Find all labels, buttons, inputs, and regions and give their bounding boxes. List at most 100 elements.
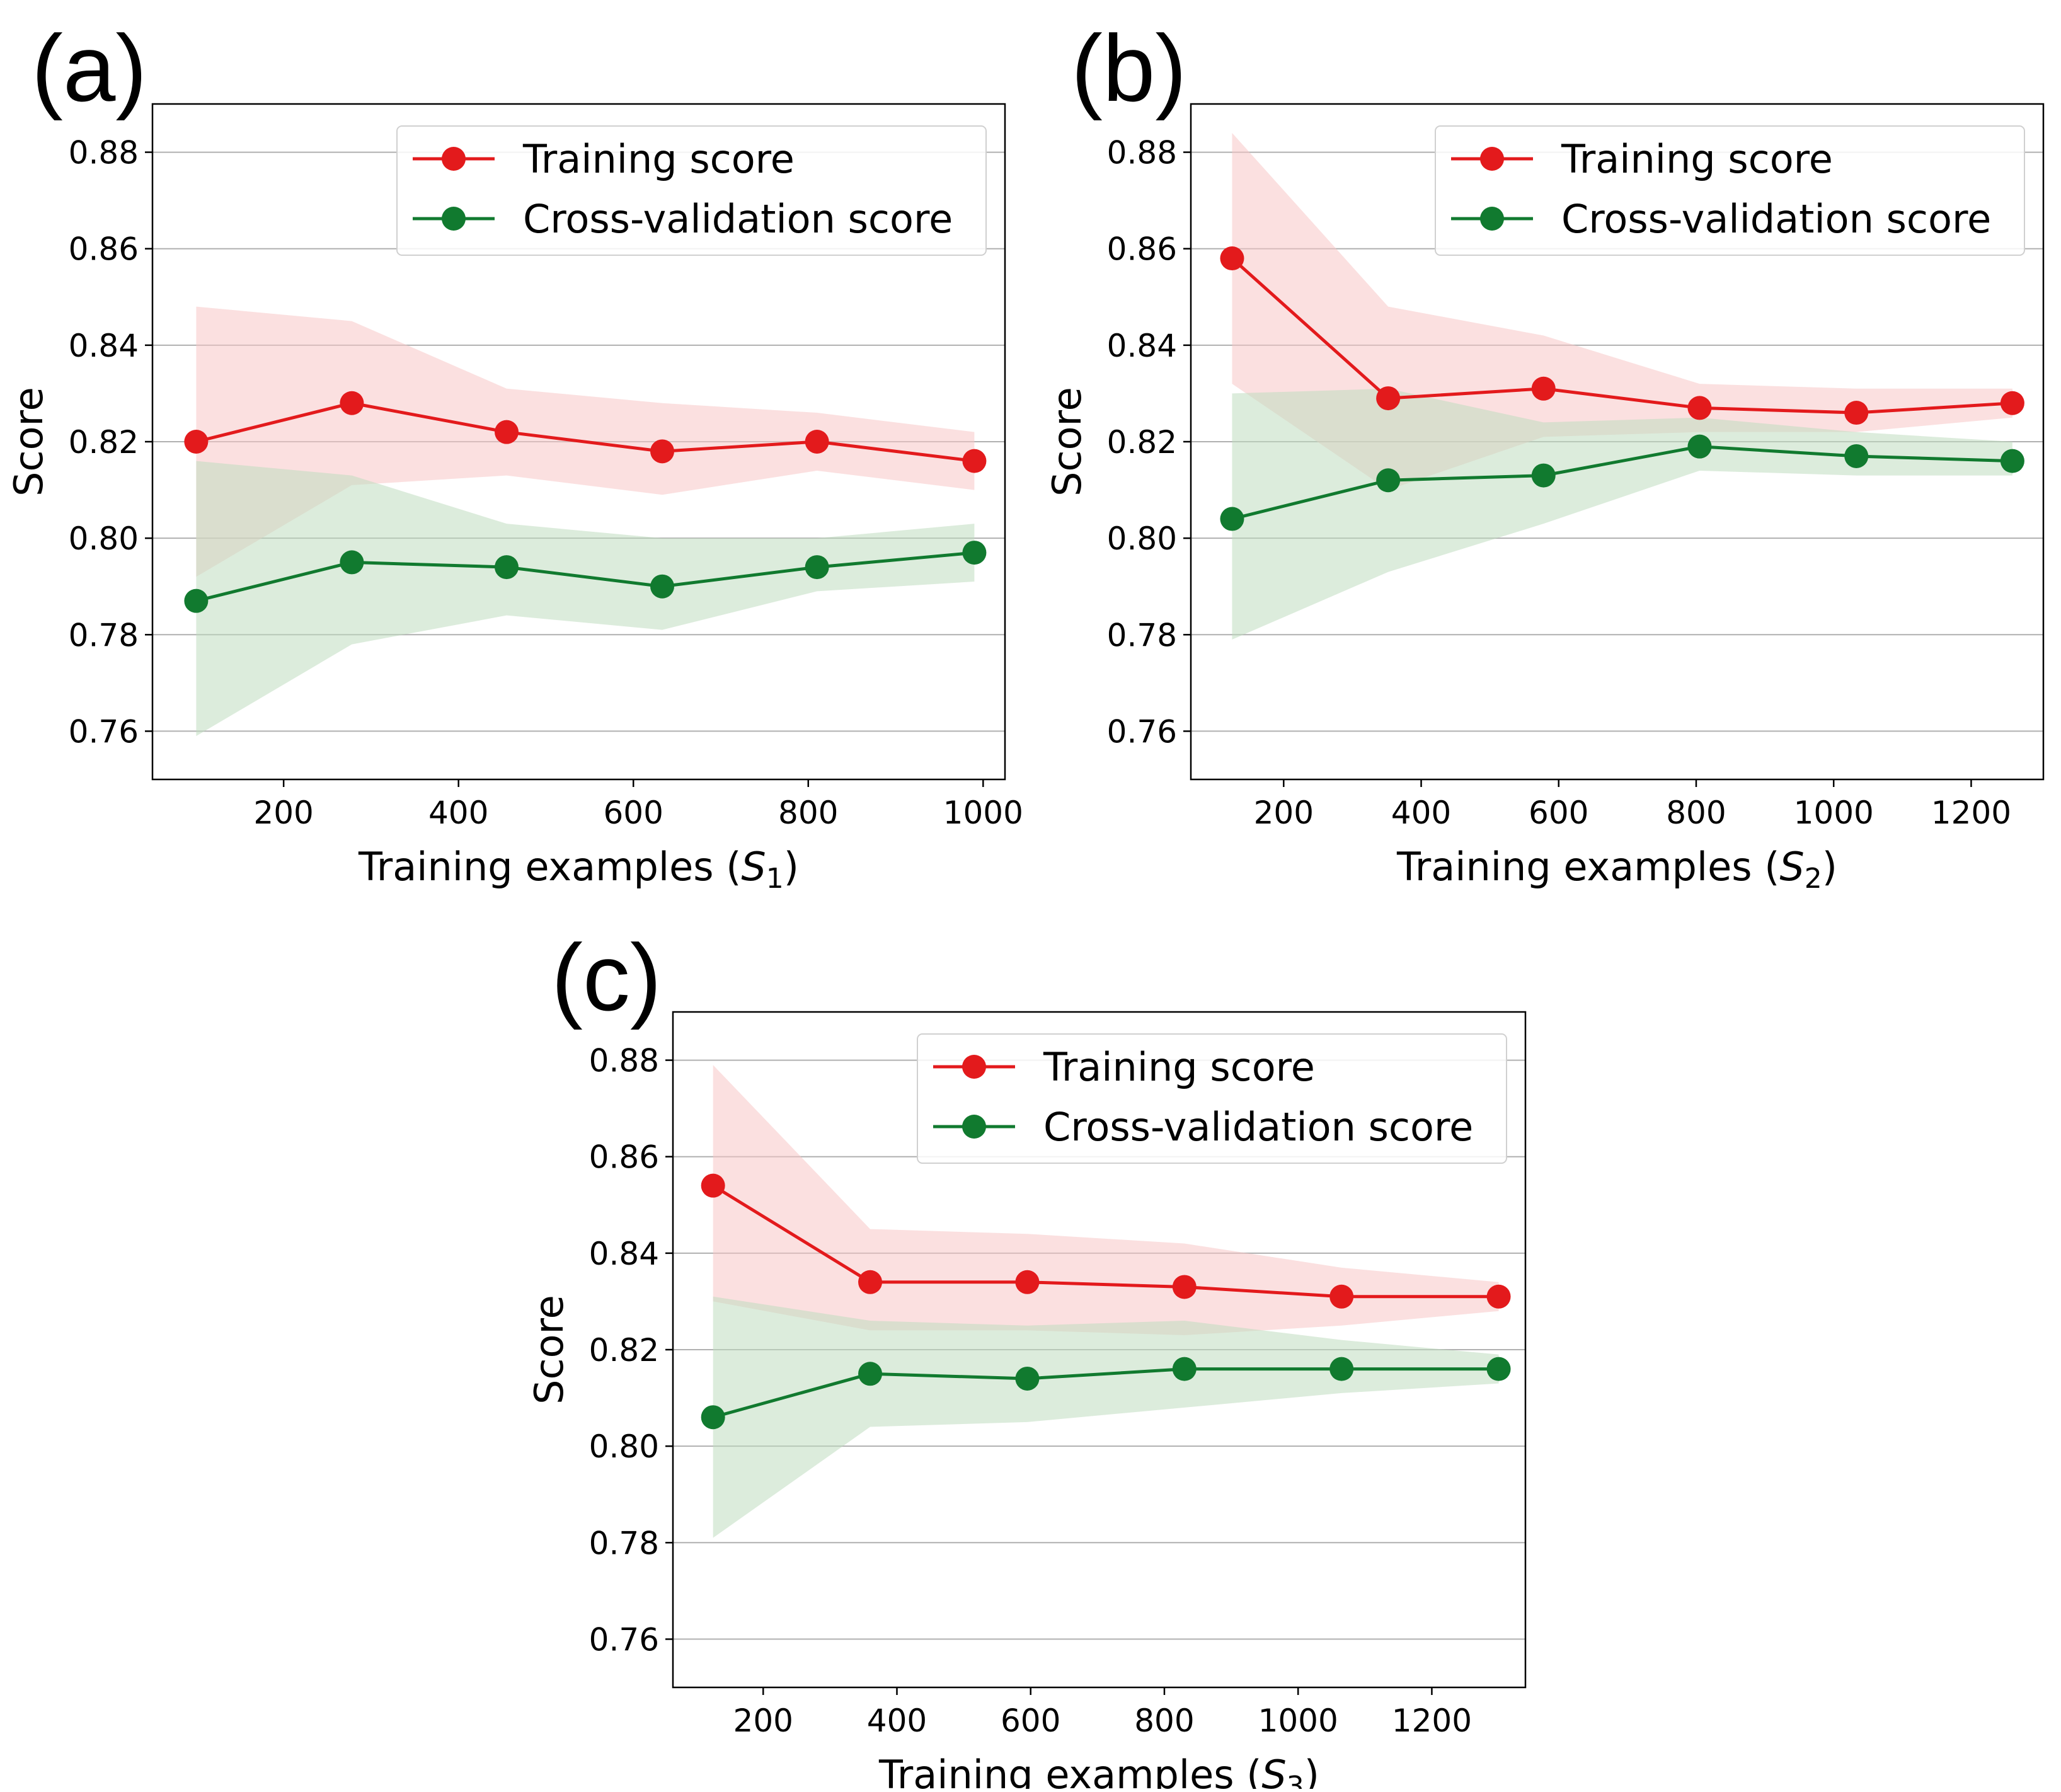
training-score-point bbox=[1220, 246, 1244, 271]
training-score-point bbox=[701, 1173, 725, 1198]
cv-score-point bbox=[962, 541, 987, 565]
training-score-point bbox=[1844, 401, 1869, 425]
y-tick-label: 0.84 bbox=[1107, 328, 1177, 364]
x-tick-label: 200 bbox=[253, 795, 313, 831]
cv-score-line bbox=[1231, 445, 2012, 520]
training-score-point bbox=[495, 420, 519, 444]
x-tick-label: 800 bbox=[1666, 795, 1726, 831]
y-tick-label: 0.82 bbox=[69, 424, 139, 461]
cv-score-point bbox=[1486, 1357, 1511, 1381]
legend-box bbox=[1435, 125, 2025, 256]
x-axis-label: Training examples (S1) bbox=[358, 844, 799, 895]
cv-score-point bbox=[1687, 434, 1712, 459]
cv-score-point bbox=[1376, 468, 1401, 493]
cv-score-line bbox=[713, 1367, 1499, 1419]
y-axis-label: Score bbox=[526, 1295, 572, 1404]
legend-training-marker bbox=[962, 1055, 986, 1079]
y-tick-label: 0.76 bbox=[589, 1621, 659, 1658]
y-tick-label: 0.84 bbox=[69, 328, 139, 364]
legend-label: Training score bbox=[522, 136, 795, 182]
legend-cv-marker bbox=[962, 1115, 986, 1139]
y-tick-label: 0.82 bbox=[1107, 424, 1177, 461]
training-score-point bbox=[858, 1270, 883, 1294]
x-axis-label: Training examples (S3) bbox=[878, 1752, 1319, 1789]
legend-label: Cross-validation score bbox=[1561, 196, 1991, 242]
y-tick-label: 0.84 bbox=[589, 1236, 659, 1272]
panel-2: (b) 0.76 0.78 0.80 0.82 0.84 0.86 0.88 200 400 600… bbox=[1044, 15, 2045, 895]
cv-score-point bbox=[701, 1405, 725, 1430]
training-score-point bbox=[805, 430, 829, 454]
legend: Training score Cross-validation score bbox=[396, 125, 987, 256]
x-tick-label: 600 bbox=[604, 795, 663, 831]
x-axis-label-variable: S bbox=[1261, 1752, 1286, 1789]
y-axis-label: Score bbox=[1044, 387, 1090, 497]
x-axis-label-text: Training examples ( bbox=[878, 1752, 1261, 1789]
x-tick-label: 400 bbox=[1391, 795, 1451, 831]
x-tick-label: 1200 bbox=[1931, 795, 2011, 831]
x-tick-label: 600 bbox=[1529, 795, 1588, 831]
x-tick-label: 200 bbox=[1254, 795, 1314, 831]
training-score-line bbox=[712, 1184, 1499, 1299]
legend: Training score Cross-validation score bbox=[1435, 125, 2025, 256]
training-score-point bbox=[1329, 1284, 1354, 1309]
y-tick-label: 0.86 bbox=[1107, 231, 1177, 268]
x-tick-label: 800 bbox=[1134, 1703, 1194, 1739]
y-tick-label: 0.88 bbox=[69, 135, 139, 171]
x-axis-label-end: ) bbox=[1822, 844, 1837, 890]
y-tick-label: 0.80 bbox=[69, 520, 139, 557]
y-tick-label: 0.88 bbox=[1107, 135, 1177, 171]
x-tick-label: 400 bbox=[428, 795, 488, 831]
cv-score-point bbox=[495, 555, 519, 580]
y-tick-label: 0.76 bbox=[1107, 713, 1177, 750]
cv-score-point bbox=[2000, 449, 2024, 473]
cv-score-point bbox=[1844, 444, 1869, 468]
y-tick-label: 0.78 bbox=[69, 617, 139, 653]
training-score-point bbox=[340, 391, 364, 415]
x-tick-label: 1200 bbox=[1392, 1703, 1472, 1739]
x-axis-label-variable: S bbox=[741, 844, 766, 890]
cv-std-band bbox=[196, 461, 975, 737]
panel-letter: (a) bbox=[32, 15, 147, 121]
x-tick-label: 800 bbox=[778, 795, 838, 831]
legend-cv-marker bbox=[442, 207, 466, 231]
x-tick-label: 400 bbox=[867, 1703, 927, 1739]
cv-score-point bbox=[184, 589, 209, 613]
training-score-point bbox=[1015, 1270, 1040, 1294]
x-axis-label: Training examples (S2) bbox=[1396, 844, 1837, 895]
y-axis-label: Score bbox=[6, 387, 52, 497]
y-tick-label: 0.82 bbox=[589, 1332, 659, 1369]
training-score-line bbox=[195, 401, 975, 463]
cv-score-point bbox=[1329, 1357, 1354, 1381]
y-tick-label: 0.78 bbox=[1107, 617, 1177, 653]
panel-letter: (b) bbox=[1071, 15, 1186, 121]
x-axis-label-text: Training examples ( bbox=[358, 844, 741, 890]
cv-score-line bbox=[195, 551, 975, 603]
x-tick-label: 200 bbox=[733, 1703, 793, 1739]
cv-score-point bbox=[805, 555, 829, 580]
legend-cv-marker bbox=[1480, 207, 1504, 231]
cv-score-point bbox=[1172, 1357, 1197, 1381]
training-score-point bbox=[184, 430, 209, 454]
training-score-point bbox=[1687, 396, 1712, 420]
x-axis-label-subscript: 3 bbox=[1287, 1771, 1304, 1789]
panel-letter: (c) bbox=[551, 924, 662, 1030]
cv-score-point bbox=[1220, 507, 1244, 531]
cv-score-point bbox=[340, 550, 364, 575]
training-score-point bbox=[1531, 376, 1556, 401]
x-tick-label: 1000 bbox=[1794, 795, 1874, 831]
cv-score-point bbox=[858, 1362, 883, 1386]
cv-std-band bbox=[713, 1296, 1499, 1538]
y-tick-label: 0.80 bbox=[589, 1428, 659, 1465]
x-axis-label-variable: S bbox=[1779, 844, 1804, 890]
training-score-point bbox=[1172, 1275, 1197, 1299]
x-axis-label-subscript: 1 bbox=[766, 863, 784, 895]
x-tick-label: 600 bbox=[1001, 1703, 1060, 1739]
cv-std-band bbox=[1232, 388, 2012, 640]
legend-label: Cross-validation score bbox=[523, 196, 953, 242]
x-axis-label-text: Training examples ( bbox=[1396, 844, 1779, 890]
legend-label: Training score bbox=[1561, 136, 1833, 182]
cv-score-point bbox=[650, 574, 675, 599]
training-score-point bbox=[650, 439, 675, 464]
training-score-line bbox=[1231, 257, 2013, 415]
